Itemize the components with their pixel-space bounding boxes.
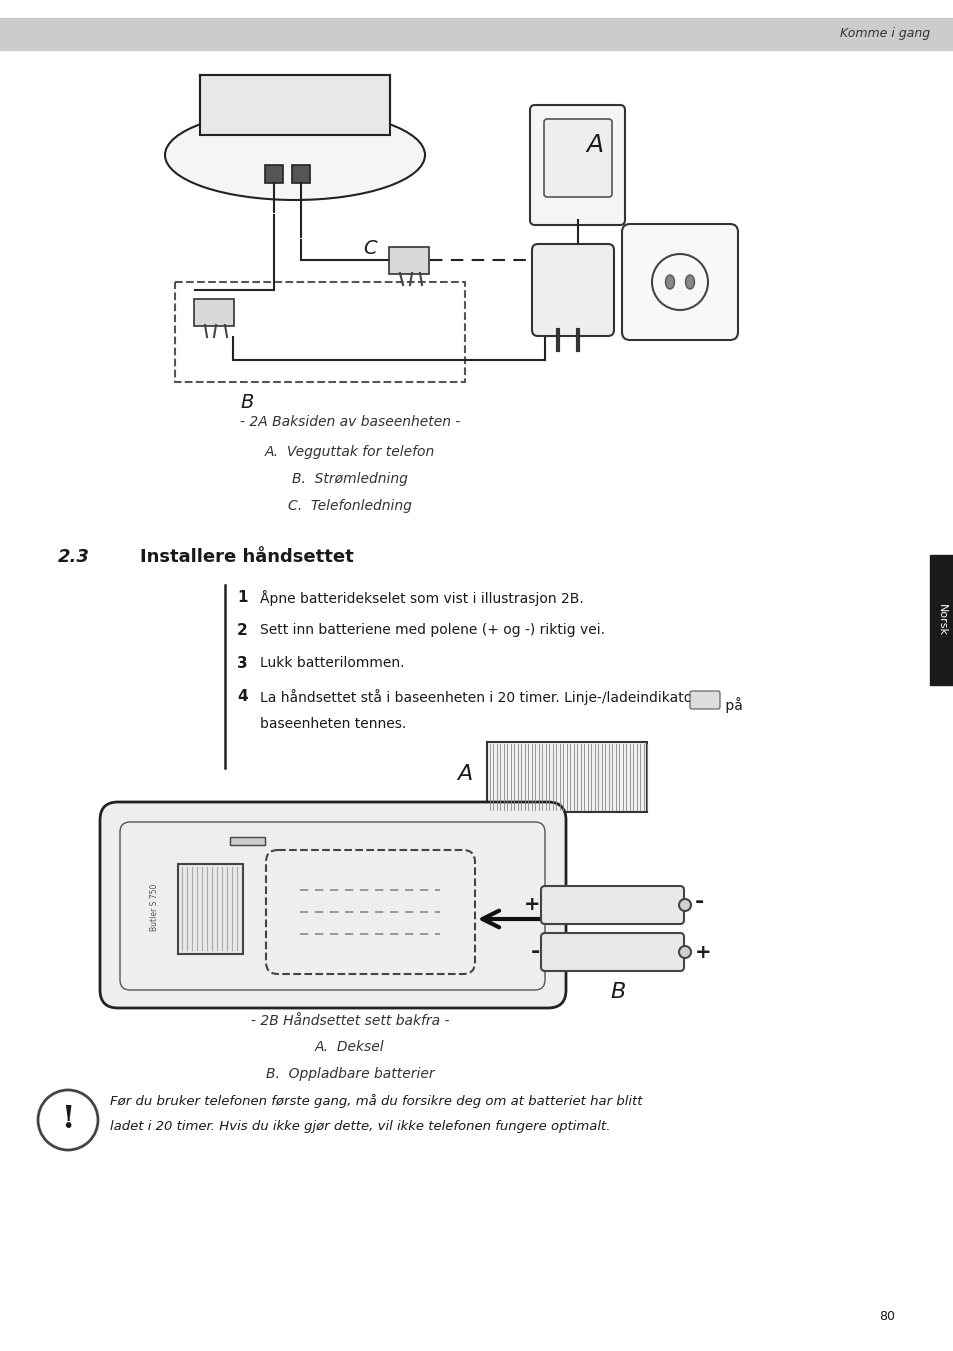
Circle shape <box>651 254 707 309</box>
Text: - 2B Håndsettet sett bakfra -: - 2B Håndsettet sett bakfra - <box>251 1015 449 1028</box>
Circle shape <box>679 946 690 958</box>
Ellipse shape <box>665 276 674 289</box>
Text: B.  Oppladbare batterier: B. Oppladbare batterier <box>265 1067 434 1081</box>
Text: B: B <box>610 982 625 1002</box>
Bar <box>929 555 953 685</box>
Ellipse shape <box>685 276 694 289</box>
Text: 3: 3 <box>236 657 248 671</box>
Bar <box>174 282 464 382</box>
Text: B: B <box>240 393 253 412</box>
Text: 1: 1 <box>236 590 247 605</box>
Bar <box>230 838 265 844</box>
Text: på: på <box>720 697 742 713</box>
Text: - 2A Baksiden av baseenheten -: - 2A Baksiden av baseenheten - <box>239 415 459 430</box>
FancyBboxPatch shape <box>540 886 683 924</box>
Text: !: ! <box>61 1105 74 1135</box>
Text: +: + <box>523 896 539 915</box>
Text: +: + <box>695 943 711 962</box>
Bar <box>178 865 243 954</box>
FancyBboxPatch shape <box>100 802 565 1008</box>
FancyBboxPatch shape <box>621 224 738 340</box>
Circle shape <box>679 898 690 911</box>
Text: A: A <box>586 132 603 157</box>
Text: A.  Vegguttak for telefon: A. Vegguttak for telefon <box>265 444 435 459</box>
Text: -: - <box>695 892 703 912</box>
Circle shape <box>38 1090 98 1150</box>
Text: B.  Strømledning: B. Strømledning <box>292 471 408 486</box>
FancyBboxPatch shape <box>530 105 624 226</box>
Text: C.  Telefonledning: C. Telefonledning <box>288 499 412 513</box>
Text: Sett inn batteriene med polene (+ og -) riktig vei.: Sett inn batteriene med polene (+ og -) … <box>260 623 604 638</box>
Text: -: - <box>530 942 539 962</box>
Ellipse shape <box>165 109 424 200</box>
FancyBboxPatch shape <box>543 119 612 197</box>
FancyBboxPatch shape <box>689 690 720 709</box>
Text: Før du bruker telefonen første gang, må du forsikre deg om at batteriet har blit: Før du bruker telefonen første gang, må … <box>110 1094 641 1108</box>
Text: A.  Deksel: A. Deksel <box>314 1040 384 1054</box>
Bar <box>486 742 646 812</box>
Text: C: C <box>363 239 376 258</box>
Text: Åpne batteridekselet som vist i illustrasjon 2B.: Åpne batteridekselet som vist i illustra… <box>260 590 583 607</box>
Text: A: A <box>456 765 472 784</box>
Bar <box>200 76 390 135</box>
Bar <box>0 18 953 50</box>
Text: La håndsettet stå i baseenheten i 20 timer. Linje-/ladeindikatoren: La håndsettet stå i baseenheten i 20 tim… <box>260 689 714 705</box>
Text: Butler S 750: Butler S 750 <box>151 884 159 931</box>
Text: 4: 4 <box>236 689 248 704</box>
Text: Lukk batterilommen.: Lukk batterilommen. <box>260 657 404 670</box>
Text: 2.3: 2.3 <box>58 549 90 566</box>
Text: ladet i 20 timer. Hvis du ikke gjør dette, vil ikke telefonen fungere optimalt.: ladet i 20 timer. Hvis du ikke gjør dett… <box>110 1120 610 1133</box>
FancyBboxPatch shape <box>540 934 683 971</box>
Text: baseenheten tennes.: baseenheten tennes. <box>260 717 406 731</box>
FancyBboxPatch shape <box>193 299 233 326</box>
Text: Installere håndsettet: Installere håndsettet <box>140 549 354 566</box>
Bar <box>265 165 283 182</box>
Text: 80: 80 <box>878 1310 894 1323</box>
Text: Komme i gang: Komme i gang <box>839 27 929 41</box>
FancyBboxPatch shape <box>389 247 429 274</box>
FancyBboxPatch shape <box>532 245 614 336</box>
Text: 2: 2 <box>236 623 248 638</box>
Text: Norsk: Norsk <box>936 604 946 636</box>
Bar <box>292 165 310 182</box>
